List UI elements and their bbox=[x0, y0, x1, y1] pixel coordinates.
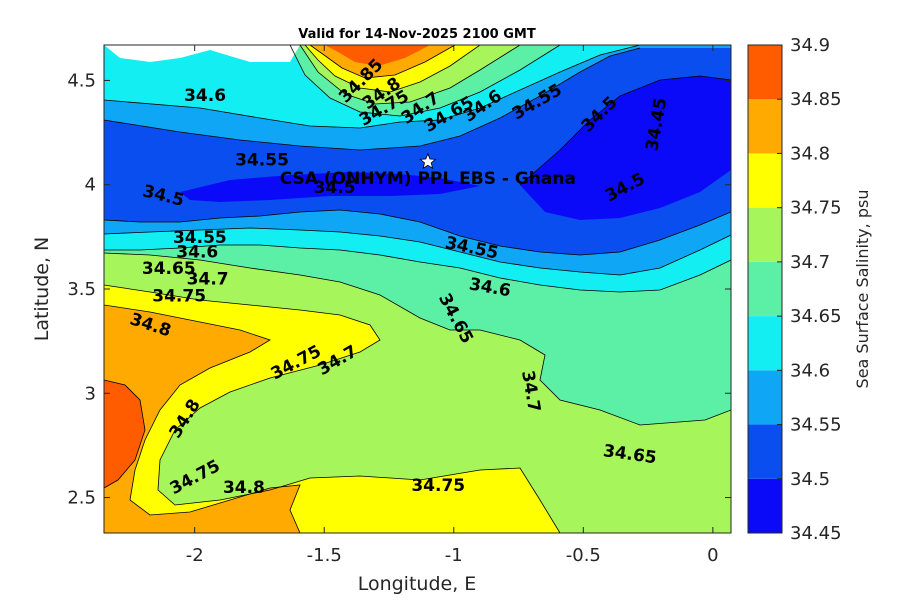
contour-label: 34.5 bbox=[314, 178, 356, 198]
colorbar-label: 34.75 bbox=[790, 198, 842, 219]
colorbar-frame bbox=[747, 44, 783, 534]
site-star-icon bbox=[419, 152, 437, 170]
no-data-notch bbox=[104, 45, 300, 62]
colorbar-segment bbox=[748, 478, 782, 533]
contour-line bbox=[104, 379, 146, 489]
contour-line bbox=[104, 252, 731, 426]
x-tick-label: -1.5 bbox=[307, 545, 342, 566]
contour-label: 34.75 bbox=[152, 286, 206, 306]
contour-line bbox=[289, 45, 561, 117]
colorbar-label: 34.8 bbox=[790, 143, 830, 164]
contour-label: 34.7 bbox=[187, 270, 229, 290]
x-tick-label: -1 bbox=[445, 545, 463, 566]
colorbar-label: 34.65 bbox=[790, 306, 842, 327]
chart-title: Valid for 14-Nov-2025 2100 GMT bbox=[298, 27, 536, 42]
colorbar-segment bbox=[748, 207, 782, 262]
colorbar-label: 34.55 bbox=[790, 415, 842, 436]
site-marker-group: CSA (ONHYM) PPL EBS - Ghana bbox=[280, 152, 576, 189]
contour-line bbox=[299, 45, 521, 105]
contour-label: 34.55 bbox=[235, 151, 289, 171]
band-34-45-west bbox=[180, 172, 480, 202]
contour-line bbox=[104, 227, 731, 276]
contour-label: 34.8 bbox=[223, 478, 265, 498]
contour-label: 34.55 bbox=[173, 228, 227, 248]
contour-line bbox=[104, 45, 641, 129]
colorbar-label: 34.6 bbox=[790, 360, 830, 381]
colorbar-segment bbox=[748, 370, 782, 425]
contour-line bbox=[104, 47, 641, 151]
colorbar-segment bbox=[748, 153, 782, 208]
site-label: CSA (ONHYM) PPL EBS - Ghana bbox=[280, 169, 576, 189]
y-tick-label: 3.5 bbox=[67, 279, 96, 300]
contour-line bbox=[104, 244, 731, 293]
contour-line bbox=[304, 45, 481, 93]
y-tick-label: 2.5 bbox=[67, 488, 96, 509]
colorbar-label: 34.7 bbox=[790, 252, 830, 273]
y-tick-label: 3 bbox=[85, 383, 96, 404]
y-tick-label: 4.5 bbox=[67, 70, 96, 91]
contour-line bbox=[104, 209, 731, 256]
colorbar-label: 34.85 bbox=[790, 89, 842, 110]
colorbar-segment bbox=[748, 45, 782, 100]
x-axis-title: Longitude, E bbox=[358, 573, 477, 595]
y-axis-title: Latitude, N bbox=[31, 237, 53, 342]
contour-line bbox=[104, 284, 561, 533]
contour-label: 34.65 bbox=[142, 259, 196, 279]
x-tick-label: -0.5 bbox=[566, 545, 601, 566]
contour-lines bbox=[104, 45, 731, 533]
contour-line bbox=[309, 45, 456, 79]
colorbar-segment bbox=[748, 424, 782, 479]
x-axis: -2 -1.5 -1 -0.5 0 bbox=[186, 45, 719, 566]
band-34-80-south bbox=[104, 305, 300, 533]
contour-label: 34.6 bbox=[176, 242, 218, 262]
band-34-85-tongue bbox=[325, 45, 430, 66]
y-axis: 2.5 3 3.5 4 4.5 bbox=[67, 70, 731, 509]
y-tick-label: 4 bbox=[85, 175, 96, 196]
x-tick-label: -2 bbox=[186, 545, 204, 566]
colorbar-segment bbox=[748, 99, 782, 154]
band-34-45-east bbox=[520, 76, 731, 220]
colorbar-label: 34.9 bbox=[790, 35, 830, 56]
colorbar: 34.45 34.5 34.55 34.6 34.65 34.7 34.75 34.8 34.8… bbox=[747, 35, 842, 544]
plot-area bbox=[104, 45, 731, 533]
x-tick-label: 0 bbox=[707, 545, 718, 566]
colorbar-segment bbox=[748, 316, 782, 371]
colorbar-label: 34.5 bbox=[790, 469, 830, 490]
contour-line bbox=[104, 304, 301, 533]
contour-line bbox=[519, 75, 731, 186]
colorbar-title: Sea Surface Salinity, psu bbox=[853, 190, 872, 389]
contour-label: 34.6 bbox=[184, 86, 226, 106]
band-34-85-south bbox=[104, 380, 145, 488]
colorbar-label: 34.45 bbox=[790, 523, 842, 544]
contour-label: 34.75 bbox=[411, 476, 465, 496]
colorbar-segment bbox=[748, 261, 782, 317]
